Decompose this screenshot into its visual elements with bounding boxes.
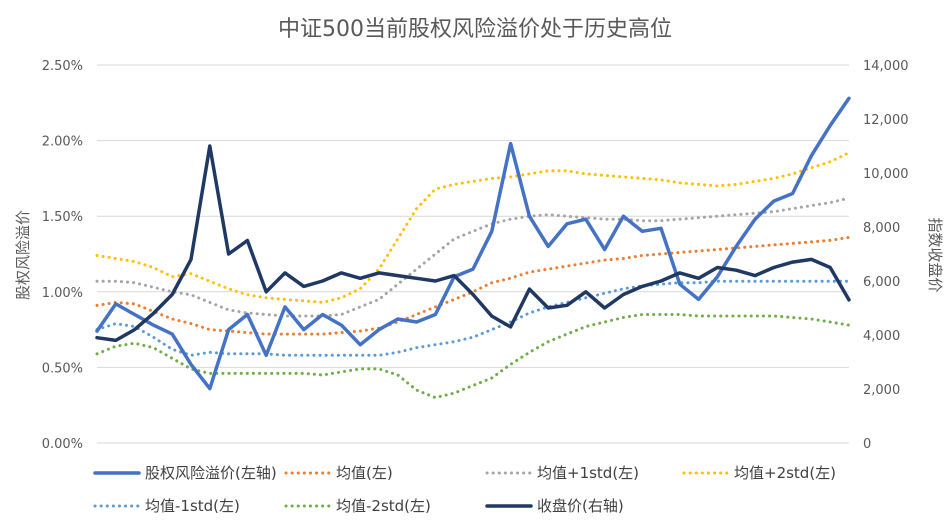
series-line-2 [95, 196, 851, 318]
right-tick-label: 12,000 [863, 113, 909, 128]
series-line-0 [95, 96, 851, 391]
legend: 股权风险溢价(左轴) 均值(左) 均值+1std(左) 均值+2std(左) 均值-1s… [93, 464, 836, 515]
right-tick-label: 6,000 [863, 275, 900, 290]
left-tick-label: 1.50% [42, 210, 83, 225]
right-tick-label: 2,000 [863, 383, 900, 398]
left-tick-label: 0.50% [42, 361, 83, 376]
right-tick-label: 14,000 [863, 59, 909, 74]
right-tick-label: 4,000 [863, 329, 900, 344]
legend-label: 均值+1std(左) [537, 464, 639, 482]
left-axis-title: 股权风险溢价 [14, 210, 32, 300]
left-tick-label: 2.50% [42, 59, 83, 74]
legend-label: 均值-1std(左) [145, 497, 240, 515]
left-tick-label: 2.00% [42, 135, 83, 150]
series-layer [95, 96, 851, 400]
right-tick-label: 10,000 [863, 167, 909, 182]
series-line-5 [95, 313, 851, 400]
right-tick-label: 0 [863, 437, 871, 452]
left-tick-label: 0.00% [42, 437, 83, 452]
right-axis-ticks: 0 2,000 4,000 6,000 8,000 10,000 12,000 14,000 [863, 59, 909, 452]
legend-label: 收盘价(右轴) [537, 497, 624, 515]
series-line-6 [95, 144, 851, 343]
left-tick-label: 1.00% [42, 286, 83, 301]
series-line-1 [95, 235, 851, 336]
legend-label: 均值(左) [336, 464, 393, 482]
legend-label: 股权风险溢价(左轴) [145, 464, 277, 482]
chart-title: 中证500当前股权风险溢价处于历史高位 [278, 17, 672, 42]
legend-label: 均值+2std(左) [734, 464, 836, 482]
left-axis-ticks: 0.00% 0.50% 1.00% 1.50% 2.00% 2.50% [42, 59, 83, 452]
legend-label: 均值-2std(左) [336, 497, 431, 515]
right-tick-label: 8,000 [863, 221, 900, 236]
right-axis-title: 指数收盘价 [926, 217, 944, 292]
series-line-3 [95, 151, 851, 304]
